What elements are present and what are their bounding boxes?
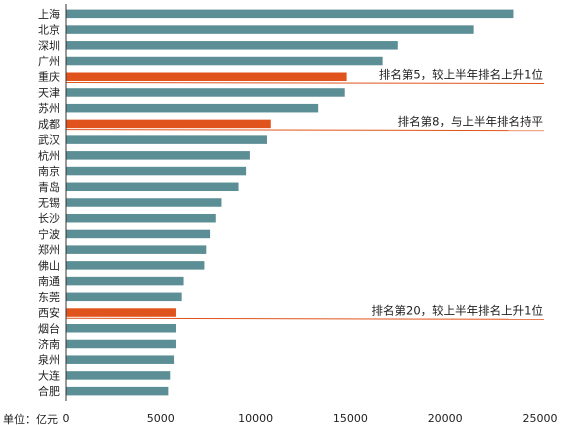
annotation-3: 排名第20，较上半年排名上升1位 xyxy=(372,303,543,317)
category-label-东莞: 东莞 xyxy=(38,291,60,304)
bar-杭州 xyxy=(66,151,250,160)
category-label-长沙: 长沙 xyxy=(38,212,60,225)
category-label-无锡: 无锡 xyxy=(38,196,60,210)
bar-天津 xyxy=(66,88,345,97)
annotation-line-3 xyxy=(66,318,544,319)
annotation-2: 排名第8，与上半年排名持平 xyxy=(398,115,543,129)
x-tick-label-15000: 15000 xyxy=(333,412,368,425)
x-tick-label-5000: 5000 xyxy=(147,412,175,425)
category-label-烟台: 烟台 xyxy=(38,321,60,335)
x-tick-label-10000: 10000 xyxy=(238,412,273,425)
category-label-北京: 北京 xyxy=(38,23,60,37)
category-label-大连: 大连 xyxy=(38,368,60,382)
bar-东莞 xyxy=(66,293,182,302)
category-label-广州: 广州 xyxy=(38,55,60,68)
category-label-上海: 上海 xyxy=(38,7,60,21)
bar-大连 xyxy=(66,371,170,380)
category-label-西安: 西安 xyxy=(38,306,60,320)
bar-济南 xyxy=(66,340,176,349)
bar-上海 xyxy=(66,10,513,19)
bar-郑州 xyxy=(66,245,206,254)
bar-北京 xyxy=(66,25,474,34)
unit-label: 单位：亿元 xyxy=(3,412,58,425)
category-label-南通: 南通 xyxy=(38,275,60,288)
annotation-line-1 xyxy=(66,82,544,83)
bar-佛山 xyxy=(66,261,204,270)
category-label-深圳: 深圳 xyxy=(38,39,60,52)
category-label-天津: 天津 xyxy=(38,86,60,99)
bar-泉州 xyxy=(66,355,174,364)
x-tick-label-20000: 20000 xyxy=(428,412,463,425)
category-label-杭州: 杭州 xyxy=(38,148,60,162)
bar-青岛 xyxy=(66,183,239,192)
bar-宁波 xyxy=(66,230,210,239)
annotation-line-2 xyxy=(66,130,544,131)
bar-西安 xyxy=(66,308,176,317)
x-axis-ticks-group: 0 5000 10000 15000 20000 25000 xyxy=(63,412,558,425)
bar-合肥 xyxy=(66,387,168,396)
category-label-济南: 济南 xyxy=(38,337,60,351)
bar-南通 xyxy=(66,277,184,286)
category-label-武汉: 武汉 xyxy=(38,134,60,147)
bar-长沙 xyxy=(66,214,216,223)
category-label-宁波: 宁波 xyxy=(38,227,60,241)
bar-苏州 xyxy=(66,104,318,113)
annotation-1: 排名第5，较上半年排名上升1位 xyxy=(379,67,543,81)
bar-成都 xyxy=(66,120,271,128)
category-label-佛山: 佛山 xyxy=(38,259,60,272)
bar-烟台 xyxy=(66,324,176,333)
bar-无锡 xyxy=(66,198,221,207)
category-label-合肥: 合肥 xyxy=(38,384,60,398)
category-label-成都: 成都 xyxy=(38,118,60,131)
bar-广州 xyxy=(66,57,383,66)
category-labels-group: 上海北京深圳广州重庆天津苏州成都武汉杭州南京青岛无锡长沙宁波郑州佛山南通东莞西安… xyxy=(38,7,60,398)
category-label-苏州: 苏州 xyxy=(38,102,60,115)
x-tick-label-0: 0 xyxy=(63,412,70,425)
category-label-南京: 南京 xyxy=(38,164,60,178)
x-tick-label-25000: 25000 xyxy=(523,412,558,425)
category-label-郑州: 郑州 xyxy=(38,243,60,257)
bar-深圳 xyxy=(66,41,398,50)
category-label-重庆: 重庆 xyxy=(38,70,60,84)
category-label-青岛: 青岛 xyxy=(38,180,60,194)
bar-重庆 xyxy=(66,72,347,81)
category-label-泉州: 泉州 xyxy=(38,353,60,367)
bar-南京 xyxy=(66,167,246,176)
bar-武汉 xyxy=(66,135,267,144)
